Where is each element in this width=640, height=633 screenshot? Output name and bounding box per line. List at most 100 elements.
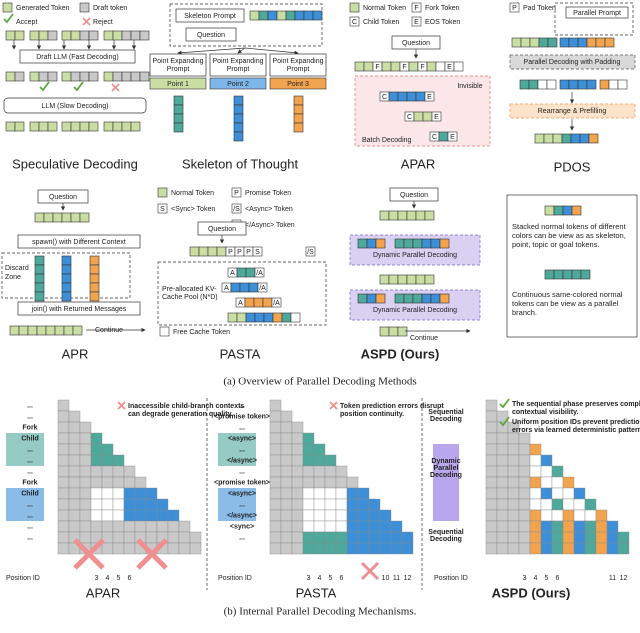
dashed-box (169, 3, 323, 47)
mask-cell (313, 498, 326, 511)
mask-cell (496, 476, 509, 489)
mask-cell (68, 487, 81, 500)
mask-cell (291, 443, 304, 456)
token (390, 61, 401, 72)
mask-cell (134, 509, 147, 522)
mask-cell (68, 432, 81, 445)
mask-cell (584, 520, 597, 533)
panel-title: Skeleton of Thought (182, 156, 299, 171)
row-label: </async> (227, 457, 257, 464)
mask-cell (112, 487, 125, 500)
token (254, 267, 265, 278)
row-label: </async> (227, 512, 257, 519)
mask-cell (269, 443, 282, 456)
token (366, 238, 377, 249)
mask-cell (595, 509, 608, 522)
mask-cell (529, 542, 542, 555)
axis-label: Position ID (6, 575, 40, 582)
mask-cell (346, 476, 359, 489)
token (381, 61, 392, 72)
mask-cell (507, 520, 520, 533)
mask-cell (485, 542, 498, 555)
phase-label: Sequential (428, 529, 463, 536)
mask-cell (368, 531, 381, 544)
token (233, 104, 244, 115)
mask-cell (68, 443, 81, 456)
mask-cell (335, 509, 348, 522)
mask-cell (68, 454, 81, 467)
label: Free Cache Token (173, 329, 230, 336)
token (447, 131, 458, 142)
mask-cell (529, 465, 542, 478)
mask-cell (485, 465, 498, 478)
token (290, 312, 301, 323)
mask-cell (346, 509, 359, 522)
mask-cell (518, 443, 531, 456)
mask-cell (57, 487, 70, 500)
token (45, 325, 56, 336)
mask-cell (90, 476, 103, 489)
annotation: contextual visibility. (512, 409, 578, 416)
box-label: Dynamic Parallel Decoding (373, 252, 457, 259)
token (354, 61, 365, 72)
token-letter: C (352, 19, 357, 26)
token (61, 291, 72, 302)
label: Normal Token (171, 190, 214, 197)
mask-cell (313, 487, 326, 500)
token (61, 282, 72, 293)
token (61, 121, 72, 132)
token (52, 212, 63, 223)
token (422, 111, 433, 122)
label: Invisible (457, 83, 482, 90)
token (552, 133, 563, 144)
mask-cell (562, 542, 575, 555)
token (230, 282, 241, 293)
token (415, 274, 426, 285)
row-label: ... (27, 534, 33, 541)
token-letter: F (375, 64, 379, 71)
mask-cell (507, 487, 520, 500)
box-label: Parallel Prompt (573, 10, 621, 17)
arrow (237, 47, 246, 54)
mask-cell (485, 509, 498, 522)
mask-cell (269, 399, 282, 412)
token (253, 297, 264, 308)
mask-cell (346, 520, 359, 533)
box-label: Question (402, 40, 430, 47)
mask-cell (313, 465, 326, 478)
token (257, 282, 268, 293)
box (565, 6, 629, 19)
mask-cell (57, 542, 70, 555)
mask-cell (291, 531, 304, 544)
token (112, 121, 123, 132)
token (509, 2, 520, 13)
token (599, 79, 610, 90)
token (349, 16, 360, 27)
mask-cell (167, 531, 180, 544)
box-label: Point Expanding (273, 58, 324, 65)
token-letter: P (234, 190, 239, 197)
token (173, 95, 184, 106)
row-label: <sync> (230, 523, 254, 530)
mask-cell (551, 476, 564, 489)
token (103, 121, 114, 132)
token (27, 325, 38, 336)
mask-cell (324, 542, 337, 555)
mask-cell (101, 487, 114, 500)
mask-cell (335, 476, 348, 489)
phase-label: Decoding (430, 416, 462, 423)
mask-cell (518, 454, 531, 467)
check-icon (499, 398, 510, 409)
mask-cell (529, 520, 542, 533)
position-id: 5 (545, 575, 549, 582)
token (544, 205, 555, 216)
mask-cell (156, 498, 169, 511)
position-id: 6 (556, 575, 560, 582)
mask-cell (507, 443, 520, 456)
mask-cell (167, 542, 180, 555)
token (47, 121, 58, 132)
child-band (6, 488, 44, 521)
mask-cell (540, 476, 553, 489)
mask-cell (540, 542, 553, 555)
